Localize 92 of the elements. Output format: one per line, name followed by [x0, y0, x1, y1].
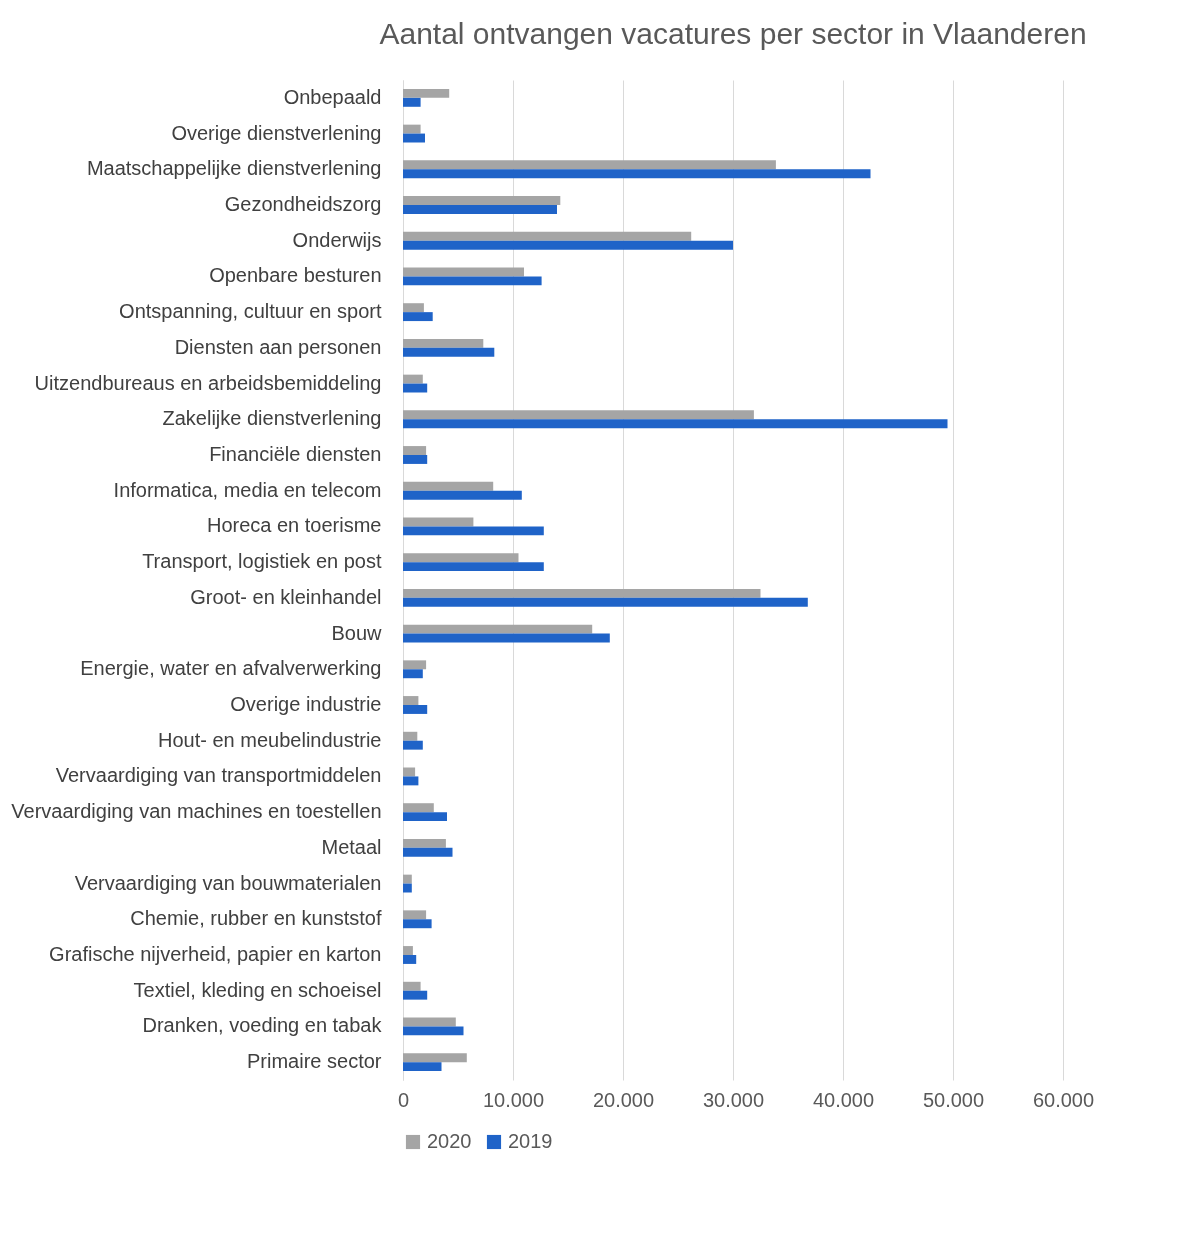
bar: [403, 196, 561, 205]
bar: [403, 990, 428, 1000]
y-tick-label: Primaire sector: [247, 1050, 382, 1073]
y-tick-label: Dranken, voeding en tabak: [142, 1014, 383, 1037]
y-tick-label: Grafische nijverheid, papier en karton: [49, 943, 382, 965]
bar: [403, 1053, 467, 1063]
y-tick-label: Ontspanning, cultuur en sport: [119, 300, 382, 323]
y-tick-label: Openbare besturen: [209, 264, 382, 287]
bar: [403, 338, 484, 348]
bar: [403, 160, 776, 170]
bar: [403, 838, 446, 848]
bar: [403, 633, 610, 643]
bar: [403, 383, 428, 393]
bar: [403, 205, 557, 214]
bar: [403, 267, 524, 277]
y-tick-label: Chemie, rubber en kunststof: [130, 907, 382, 930]
x-tick-label: 60.000: [1032, 1088, 1095, 1111]
bar: [403, 97, 421, 107]
x-tick-label: 30.000: [702, 1088, 765, 1111]
bar: [403, 669, 423, 679]
bar: [403, 588, 761, 598]
y-tick-label: Horeca en toerisme: [206, 514, 382, 537]
x-tick-label: 20.000: [592, 1088, 655, 1111]
bar: [403, 490, 522, 500]
bar: [403, 419, 948, 429]
bar: [403, 276, 542, 286]
bar: [403, 374, 423, 384]
bar: [403, 410, 754, 420]
bar: [403, 740, 423, 750]
y-tick-label: Groot- en kleinhandel: [190, 585, 382, 608]
bar: [403, 731, 418, 741]
bar: [403, 169, 871, 179]
y-tick-label: Maatschappelijke dienstverlening: [86, 157, 382, 180]
bar: [403, 1017, 456, 1027]
bar: [403, 883, 412, 893]
chart-title: Aantal ontvangen vacatures per sector in Vlaanderen: [379, 17, 1087, 50]
bar: [403, 562, 544, 572]
bar: [403, 88, 450, 98]
bar: [403, 981, 421, 991]
y-tick-label: Uitzendbureaus en arbeidsbemiddeling: [34, 371, 382, 394]
bar: [403, 919, 432, 929]
bar: [403, 553, 519, 563]
bar: [403, 696, 419, 705]
y-tick-label: Zakelijke dienstverlening: [162, 407, 382, 430]
bar: [403, 481, 494, 491]
y-tick-label: Onderwijs: [292, 228, 382, 251]
bar: [403, 847, 453, 857]
y-tick-label: Financiële diensten: [209, 443, 382, 465]
x-tick-label: 50.000: [922, 1088, 985, 1111]
x-tick-label: 10.000: [482, 1088, 545, 1111]
bar: [403, 946, 413, 955]
bar: [403, 776, 419, 786]
y-tick-label: Onbepaald: [283, 85, 382, 108]
y-tick-label: Textiel, kleding en schoeisel: [133, 978, 382, 1001]
bar: [403, 597, 808, 607]
bar: [403, 705, 428, 714]
bar: [403, 303, 424, 313]
bar: [403, 1062, 442, 1072]
y-tick-label: Vervaardiging van transportmiddelen: [55, 764, 382, 787]
y-tick-label: Transport, logistiek en post: [142, 550, 382, 573]
y-tick-label: Vervaardiging van bouwmaterialen: [74, 871, 382, 894]
bar: [403, 910, 427, 920]
bar: [403, 526, 544, 536]
bar: [403, 955, 417, 964]
y-tick-label: Diensten aan personen: [174, 335, 382, 358]
bar: [403, 312, 433, 322]
y-tick-label: Overige dienstverlening: [171, 121, 382, 144]
y-tick-label: Gezondheidszorg: [224, 193, 382, 215]
y-tick-label: Hout- en meubelindustrie: [158, 728, 382, 751]
x-tick-label: 0: [397, 1088, 410, 1111]
bar: [403, 874, 412, 884]
bar: [403, 624, 593, 634]
legend-label: 2020: [427, 1130, 472, 1152]
bar: [403, 133, 425, 143]
y-tick-label: Overige industrie: [230, 693, 382, 715]
bar: [403, 803, 434, 813]
bar: [403, 446, 427, 455]
bar: [403, 347, 495, 357]
y-tick-label: Informatica, media en telecom: [113, 478, 382, 501]
bar: [403, 240, 733, 250]
y-tick-label: Vervaardiging van machines en toestellen: [11, 800, 382, 823]
bar: [403, 231, 692, 241]
bar: [403, 1026, 464, 1036]
bar: [403, 660, 427, 670]
y-tick-label: Energie, water en afvalverwerking: [80, 657, 382, 680]
legend-label: 2019: [508, 1130, 553, 1152]
bar: [403, 812, 447, 822]
bar: [403, 124, 421, 134]
y-tick-label: Metaal: [321, 835, 382, 858]
bar: [403, 455, 428, 464]
x-tick-label: 40.000: [812, 1088, 875, 1111]
y-tick-label: Bouw: [331, 621, 383, 644]
